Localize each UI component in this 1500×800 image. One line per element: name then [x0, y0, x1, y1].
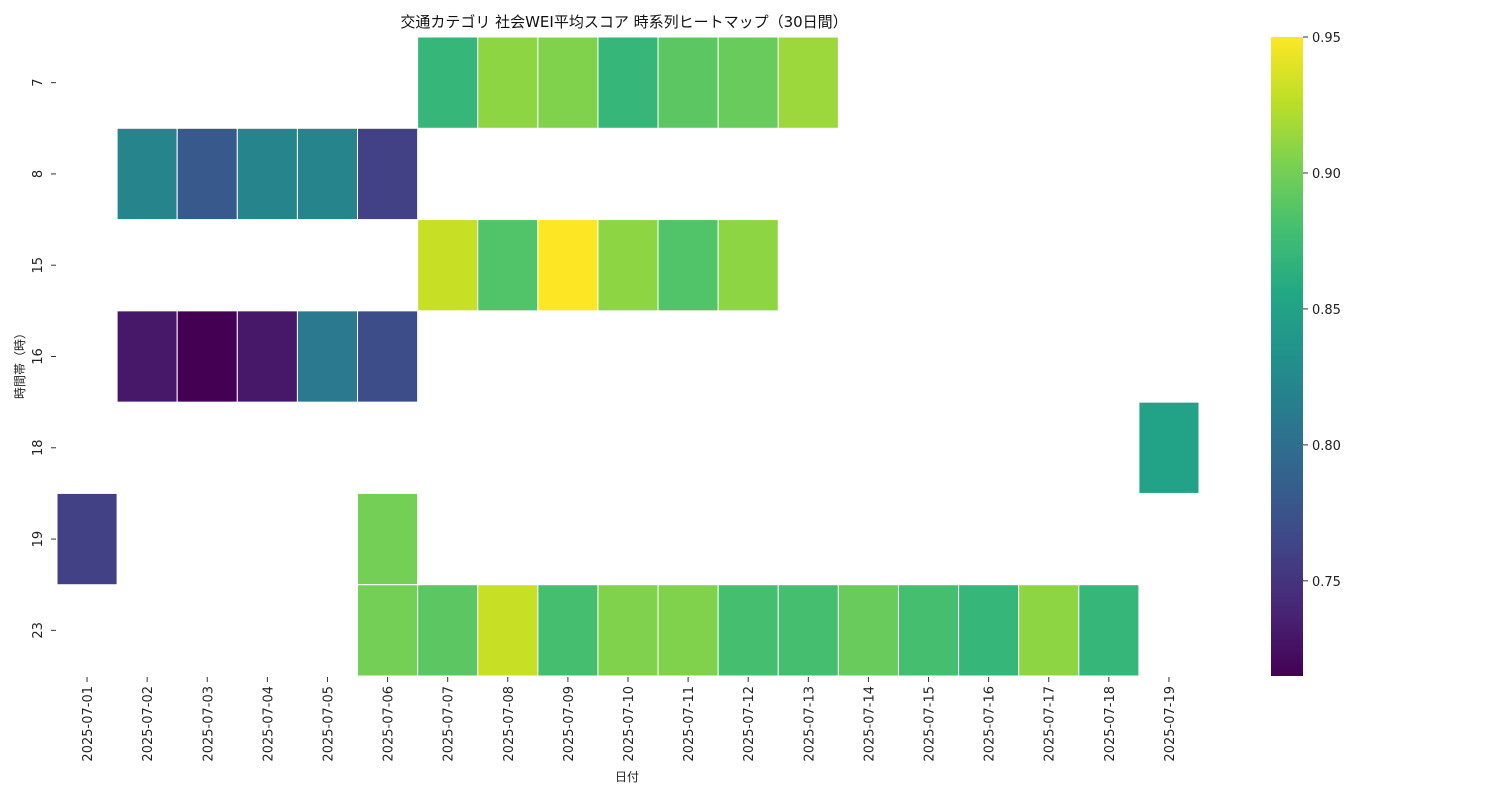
- x-tick-label: 2025-07-16: [983, 686, 998, 762]
- colorbar-tick-label: 0.90: [1312, 167, 1341, 182]
- heatmap-cell: [657, 584, 719, 677]
- heatmap-cell: [357, 584, 419, 677]
- colorbar-tick-label: 0.80: [1312, 439, 1341, 454]
- heatmap-cell: [1018, 584, 1080, 677]
- colorbar: [1271, 37, 1303, 676]
- heatmap-cell: [717, 219, 779, 312]
- heatmap-cell: [717, 36, 779, 129]
- heatmap-cell: [116, 310, 178, 403]
- heatmap-cell: [958, 584, 1020, 677]
- heatmap-cell: [296, 310, 359, 403]
- x-tick-label: 2025-07-06: [382, 686, 397, 762]
- heatmap-cell: [357, 492, 419, 586]
- x-tick-label: 2025-07-13: [802, 686, 817, 762]
- heatmap-cell: [236, 310, 298, 403]
- x-tick-label: 2025-07-11: [682, 686, 697, 762]
- x-tick-label: 2025-07-07: [442, 686, 457, 762]
- heatmap-cell: [777, 36, 839, 129]
- x-tick-label: 2025-07-19: [1163, 686, 1178, 762]
- heatmap-cell: [657, 36, 719, 129]
- heatmap-cell: [417, 36, 479, 129]
- heatmap-cell: [417, 584, 479, 677]
- x-tick-label: 2025-07-02: [141, 686, 156, 762]
- x-tick-label: 2025-07-04: [261, 686, 276, 762]
- y-tick-label: 18: [31, 440, 46, 457]
- x-tick-label: 2025-07-15: [923, 686, 938, 762]
- y-tick-label: 19: [31, 531, 46, 548]
- colorbar-tick-label: 0.95: [1312, 31, 1341, 46]
- colorbar-ticks: 0.75 0.80 0.85 0.90 0.95: [1303, 31, 1341, 590]
- heatmap-cell: [417, 219, 479, 312]
- colorbar-tick-label: 0.85: [1312, 303, 1341, 318]
- heatmap-cell: [296, 127, 359, 221]
- heatmap-cell: [597, 584, 659, 677]
- heatmap-cell: [717, 584, 779, 677]
- y-axis-label: 時間帯（時）: [13, 327, 27, 399]
- y-tick-label: 23: [31, 622, 46, 639]
- x-tick-label: 2025-07-18: [1103, 686, 1118, 762]
- heatmap-cell: [657, 219, 719, 312]
- x-tick-label: 2025-07-12: [742, 686, 757, 762]
- y-axis-ticks: 7 8 15 16 18 19 23: [31, 79, 56, 639]
- heatmap-cell: [1138, 401, 1200, 494]
- heatmap-cell: [357, 310, 419, 403]
- x-tick-label: 2025-07-03: [201, 686, 216, 762]
- heatmap-cell: [537, 584, 599, 677]
- colorbar-tick-label: 0.75: [1312, 575, 1341, 590]
- x-tick-label: 2025-07-10: [622, 686, 637, 762]
- y-tick-label: 8: [31, 170, 46, 178]
- x-axis-label: 日付: [615, 770, 639, 784]
- heatmap-cell: [597, 36, 659, 129]
- heatmap-cell: [236, 127, 298, 221]
- heatmap-cell: [837, 584, 899, 677]
- x-tick-label: 2025-07-17: [1043, 686, 1058, 762]
- chart-title: 交通カテゴリ 社会WEI平均スコア 時系列ヒートマップ（30日間）: [400, 13, 847, 31]
- heatmap-cell: [176, 127, 238, 221]
- x-tick-label: 2025-07-01: [81, 686, 96, 762]
- heatmap-cell: [537, 219, 599, 312]
- heatmap-cell: [477, 584, 539, 677]
- x-axis-ticks: 2025-07-01 2025-07-02 2025-07-03 2025-07-04…: [81, 677, 1178, 762]
- heatmap-cell: [56, 492, 118, 586]
- x-tick-label: 2025-07-05: [321, 686, 336, 762]
- x-tick-label: 2025-07-14: [862, 686, 877, 762]
- heatmap-cell: [357, 127, 419, 221]
- heatmap-cell: [597, 219, 659, 312]
- heatmap-cell: [477, 36, 539, 129]
- heatmap-cell: [176, 310, 238, 403]
- heatmap-cell: [777, 584, 839, 677]
- y-tick-label: 16: [31, 348, 46, 365]
- heatmap-cell: [477, 219, 539, 312]
- x-tick-label: 2025-07-08: [502, 686, 517, 762]
- heatmap-cell: [116, 127, 178, 221]
- heatmap-cell: [537, 36, 599, 129]
- heatmap-cells: [56, 36, 1200, 677]
- heatmap-cell: [897, 584, 960, 677]
- y-tick-label: 7: [31, 79, 46, 87]
- x-tick-label: 2025-07-09: [562, 686, 577, 762]
- y-tick-label: 15: [31, 257, 46, 274]
- heatmap-cell: [1078, 584, 1140, 677]
